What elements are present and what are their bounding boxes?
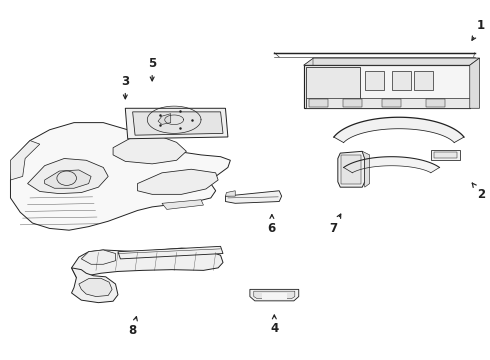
Polygon shape xyxy=(334,117,464,143)
Polygon shape xyxy=(45,170,91,188)
Polygon shape xyxy=(158,114,171,125)
Polygon shape xyxy=(343,157,440,173)
Polygon shape xyxy=(113,135,186,164)
Polygon shape xyxy=(10,140,40,180)
Text: 1: 1 xyxy=(472,19,485,40)
Text: 7: 7 xyxy=(329,214,341,235)
Bar xyxy=(262,293,287,299)
Text: 6: 6 xyxy=(268,215,276,235)
Text: 4: 4 xyxy=(270,315,278,335)
Polygon shape xyxy=(225,191,235,196)
Bar xyxy=(426,99,445,107)
Polygon shape xyxy=(225,191,282,203)
Polygon shape xyxy=(470,58,480,108)
Bar xyxy=(343,99,362,107)
Bar xyxy=(414,71,433,90)
Polygon shape xyxy=(362,151,369,187)
Bar xyxy=(306,98,470,108)
Polygon shape xyxy=(338,151,365,187)
Bar xyxy=(309,99,328,107)
Polygon shape xyxy=(304,58,480,65)
Bar xyxy=(382,99,401,107)
Polygon shape xyxy=(72,268,118,303)
Polygon shape xyxy=(254,291,295,299)
Polygon shape xyxy=(125,108,228,139)
Bar xyxy=(434,152,457,158)
Polygon shape xyxy=(162,200,203,210)
Bar xyxy=(392,71,411,90)
Polygon shape xyxy=(10,123,230,230)
Polygon shape xyxy=(81,250,116,264)
Polygon shape xyxy=(118,246,223,259)
Polygon shape xyxy=(133,112,223,135)
Polygon shape xyxy=(138,169,218,194)
Bar xyxy=(431,150,460,160)
Text: 2: 2 xyxy=(472,183,485,201)
Text: 8: 8 xyxy=(128,317,137,337)
Polygon shape xyxy=(304,65,470,108)
Bar xyxy=(341,155,361,184)
Polygon shape xyxy=(250,289,299,301)
Polygon shape xyxy=(72,248,223,279)
Bar xyxy=(365,71,384,90)
Bar xyxy=(306,67,360,107)
Text: 3: 3 xyxy=(121,75,129,99)
Text: 5: 5 xyxy=(148,57,156,81)
Polygon shape xyxy=(79,278,112,297)
Polygon shape xyxy=(27,158,108,194)
